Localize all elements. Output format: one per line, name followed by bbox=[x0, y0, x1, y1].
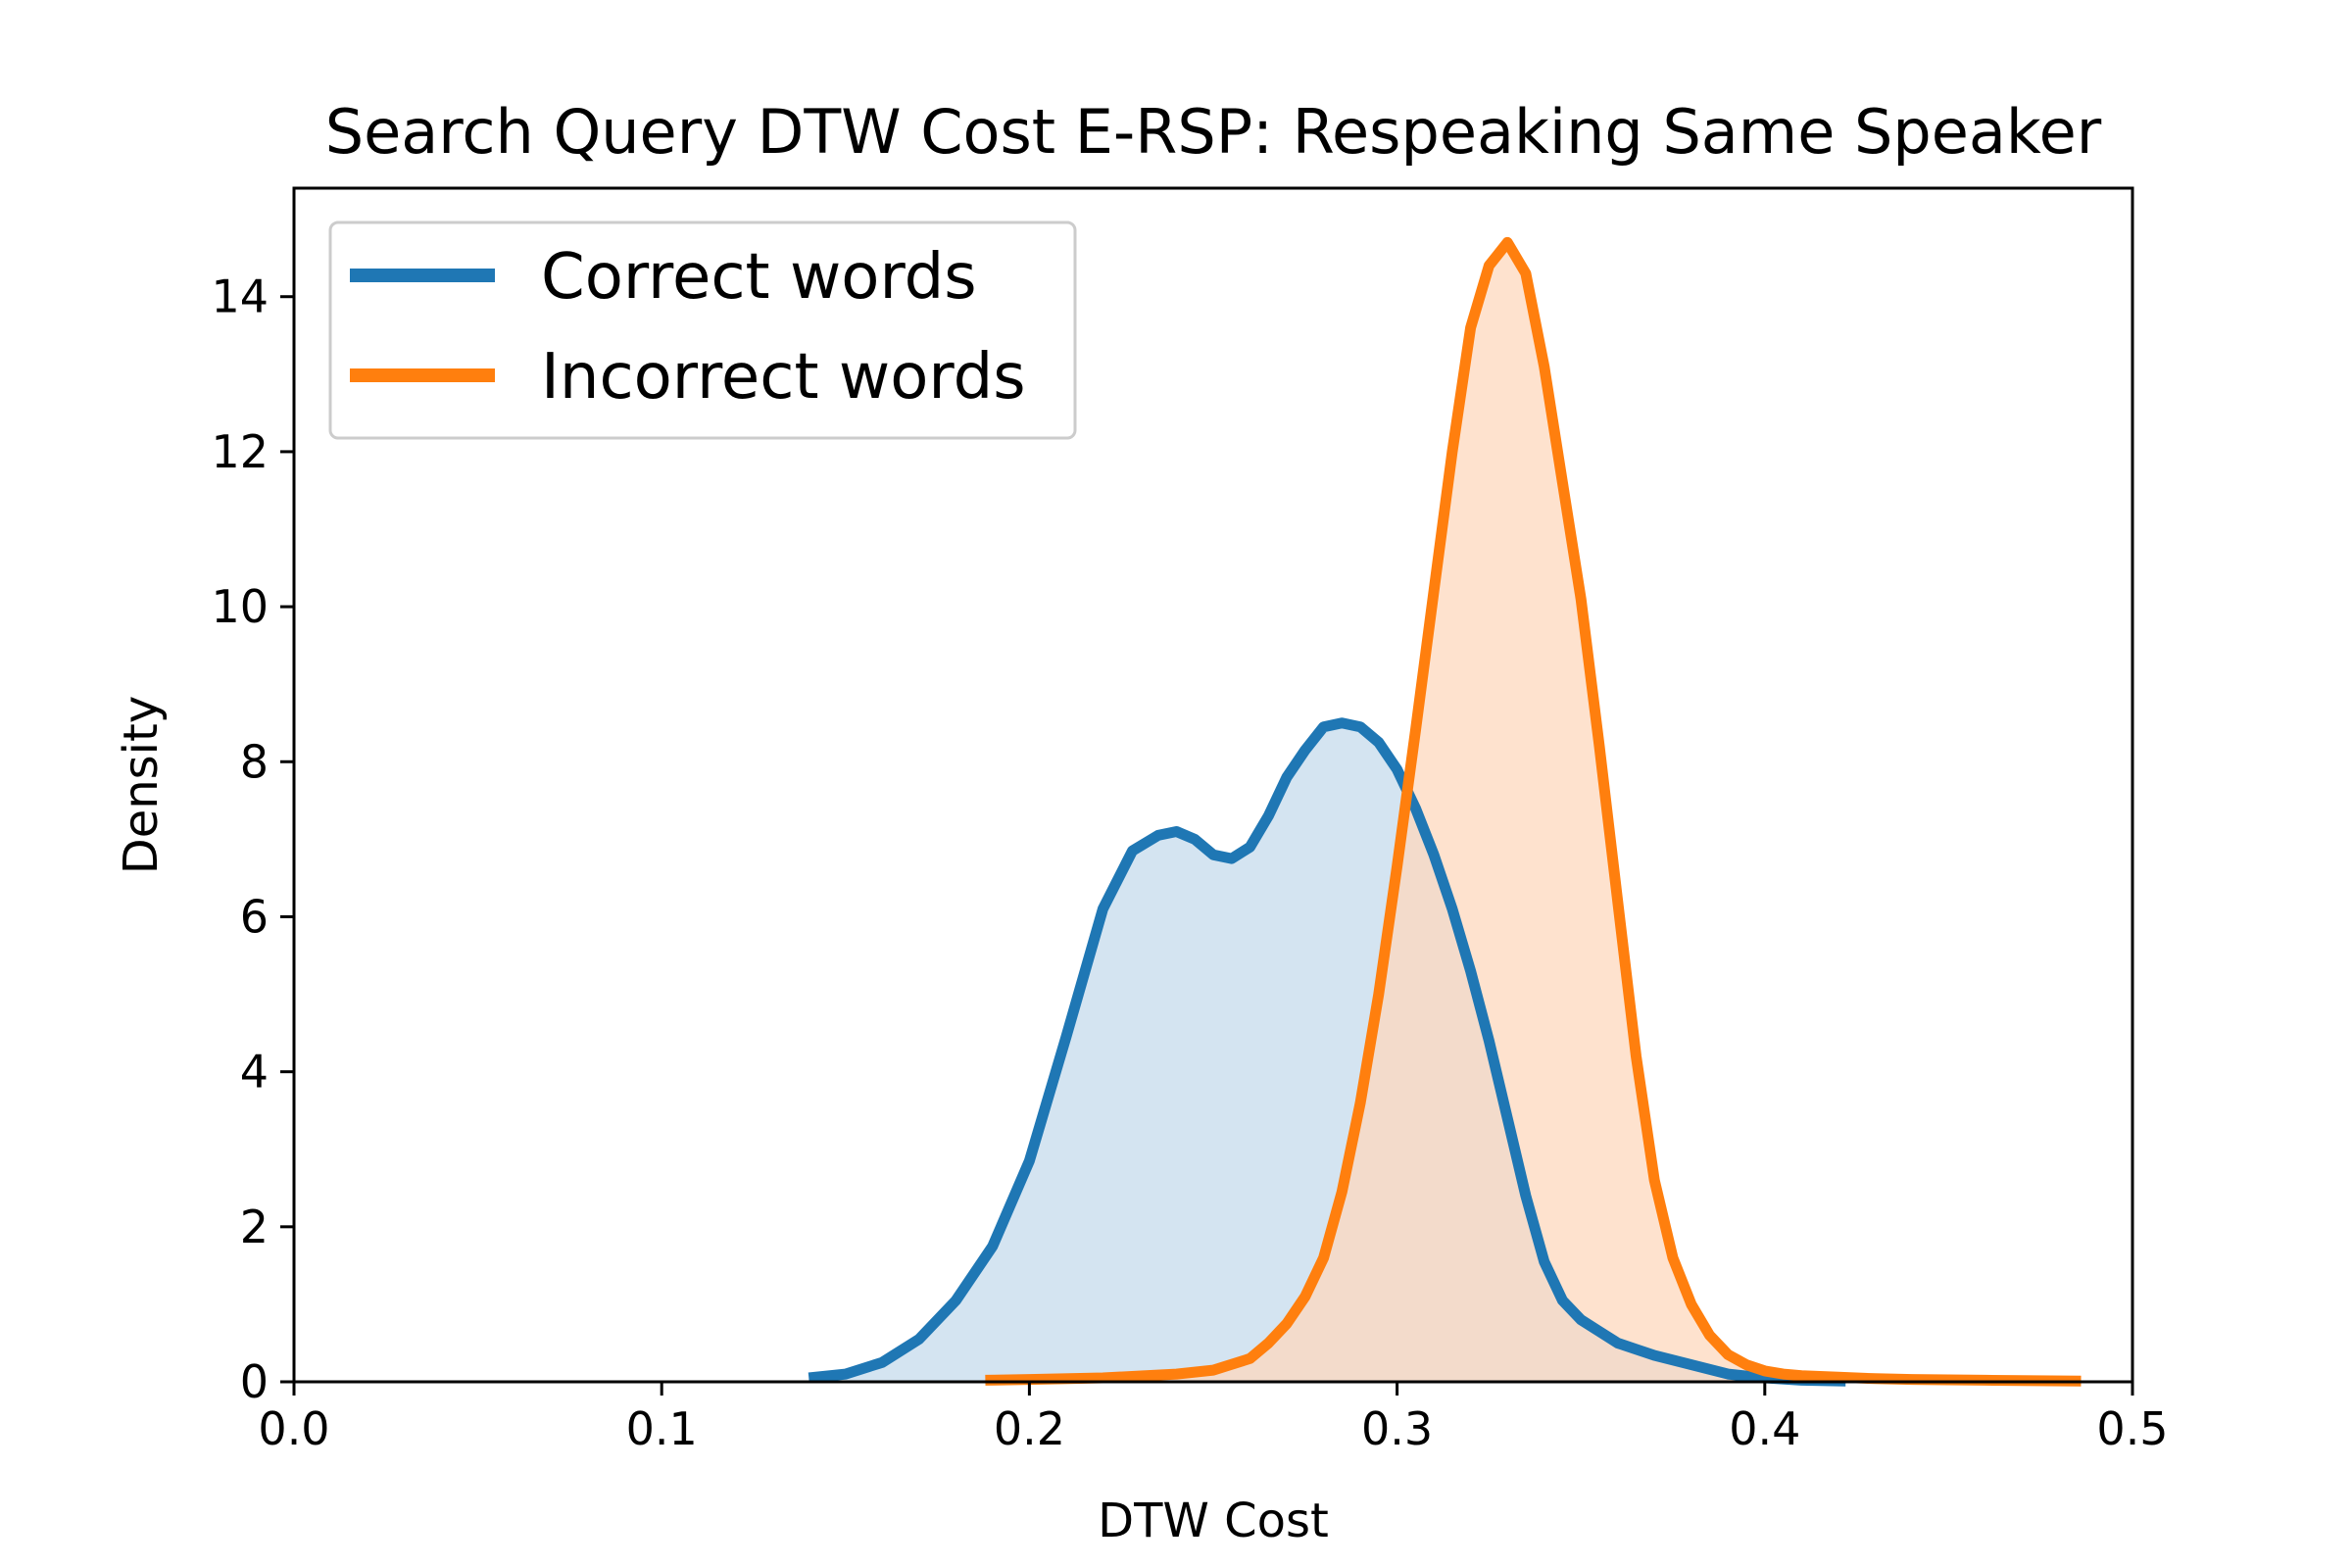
legend-label-correct-words: Correct words bbox=[541, 241, 977, 314]
y-tick-label: 12 bbox=[211, 425, 269, 478]
area-fill-correct-words bbox=[808, 722, 1846, 1382]
area-fill-incorrect-words bbox=[985, 242, 2082, 1382]
y-tick-label: 8 bbox=[240, 735, 269, 788]
y-tick-label: 14 bbox=[211, 270, 269, 323]
y-tick-label: 2 bbox=[240, 1200, 269, 1253]
plot-frame bbox=[292, 186, 2134, 1384]
y-tick-label: 10 bbox=[211, 580, 269, 633]
x-axis-label: DTW Cost bbox=[1098, 1494, 1329, 1548]
x-tick-label: 0.5 bbox=[2096, 1402, 2168, 1455]
series-lines bbox=[808, 236, 2082, 1387]
legend: Correct words Incorrect words bbox=[328, 220, 1077, 440]
legend-box bbox=[328, 220, 1077, 440]
x-tick-label: 0.4 bbox=[1729, 1402, 1800, 1455]
y-tick-label: 0 bbox=[240, 1355, 269, 1408]
x-tick-label: 0.0 bbox=[258, 1402, 329, 1455]
density-line-correct-words bbox=[808, 717, 1846, 1387]
x-tick-label: 0.1 bbox=[626, 1402, 698, 1455]
y-axis-ticks: 0 2 4 6 8 10 12 14 bbox=[211, 270, 294, 1408]
density-line-incorrect-words bbox=[985, 236, 2082, 1387]
x-tick-label: 0.3 bbox=[1361, 1402, 1433, 1455]
y-tick-label: 6 bbox=[240, 890, 269, 943]
legend-label-incorrect-words: Incorrect words bbox=[541, 341, 1026, 414]
x-tick-label: 0.2 bbox=[994, 1402, 1065, 1455]
x-axis-ticks: 0.0 0.1 0.2 0.3 0.4 0.5 bbox=[258, 1382, 2169, 1455]
y-tick-label: 4 bbox=[240, 1046, 269, 1099]
y-axis-label: Density bbox=[114, 696, 169, 874]
series-fills bbox=[808, 242, 2082, 1382]
chart-title: Search Query DTW Cost E-RSP: Respeaking … bbox=[325, 96, 2102, 168]
